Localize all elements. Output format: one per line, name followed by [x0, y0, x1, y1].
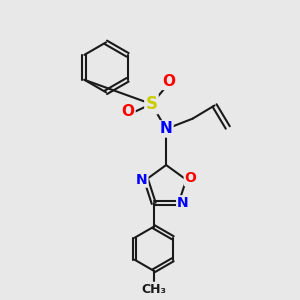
- Text: N: N: [136, 172, 148, 187]
- Text: O: O: [122, 104, 134, 119]
- Text: CH₃: CH₃: [141, 283, 166, 296]
- Text: O: O: [185, 171, 197, 185]
- Text: N: N: [160, 122, 172, 136]
- Text: S: S: [146, 95, 158, 113]
- Text: N: N: [177, 196, 189, 210]
- Text: O: O: [163, 74, 176, 89]
